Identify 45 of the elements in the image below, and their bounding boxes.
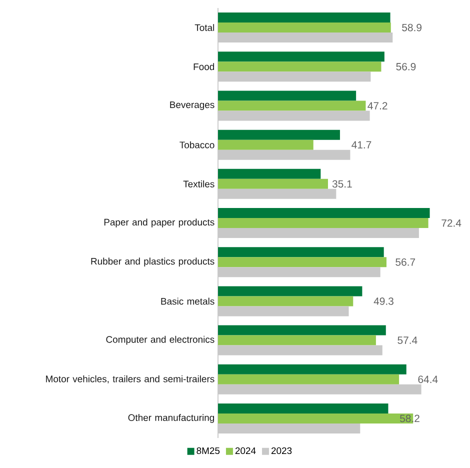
y-tick-label: Total (194, 24, 214, 32)
y-tick-label: Other manufacturing (128, 414, 214, 423)
y-tick-label: Computer and electronics (106, 336, 214, 345)
bar (218, 12, 390, 23)
data-label: 49.3 (374, 297, 394, 305)
y-tick-label: Beverages (170, 101, 214, 110)
data-label: 57.4 (398, 336, 418, 344)
y-tick-label: Paper and paper products (104, 218, 214, 228)
bar (218, 374, 400, 384)
legend-label: 2024 (235, 447, 256, 454)
bar (218, 208, 430, 218)
data-label: 72.4 (442, 219, 462, 227)
data-label: 47.2 (368, 102, 388, 110)
bar (218, 140, 314, 150)
bar (218, 100, 366, 111)
y-tick-label: Textiles (183, 180, 214, 188)
bar (218, 296, 354, 306)
y-tick-label: Basic metals (161, 298, 214, 305)
bar (218, 218, 428, 228)
bar (218, 257, 386, 268)
bar (218, 403, 388, 414)
legend-label: 8M25 (196, 447, 220, 454)
y-tick-label: Tobacco (180, 141, 214, 148)
legend-label: 2023 (271, 447, 292, 454)
data-label: 56.7 (396, 258, 416, 266)
bar (218, 325, 386, 336)
data-label: 41.7 (352, 141, 372, 148)
bar (218, 364, 406, 374)
bar (218, 178, 328, 189)
bar (218, 52, 384, 62)
bar (218, 335, 376, 346)
data-label: 64.4 (418, 376, 438, 384)
y-tick-label: Rubber and plastics products (91, 258, 214, 267)
data-label: 58.9 (402, 24, 422, 32)
y-tick-label: Motor vehicles, trailers and semi-trailers (46, 375, 214, 384)
y-tick-label: Food (194, 63, 214, 70)
bar (218, 22, 391, 33)
bar (218, 247, 384, 258)
bar (218, 90, 356, 101)
bar (218, 130, 340, 140)
bar (218, 62, 382, 72)
data-label: 35.1 (332, 180, 352, 188)
data-label: 56.9 (396, 62, 416, 70)
bar (218, 168, 321, 179)
bar (218, 286, 362, 296)
